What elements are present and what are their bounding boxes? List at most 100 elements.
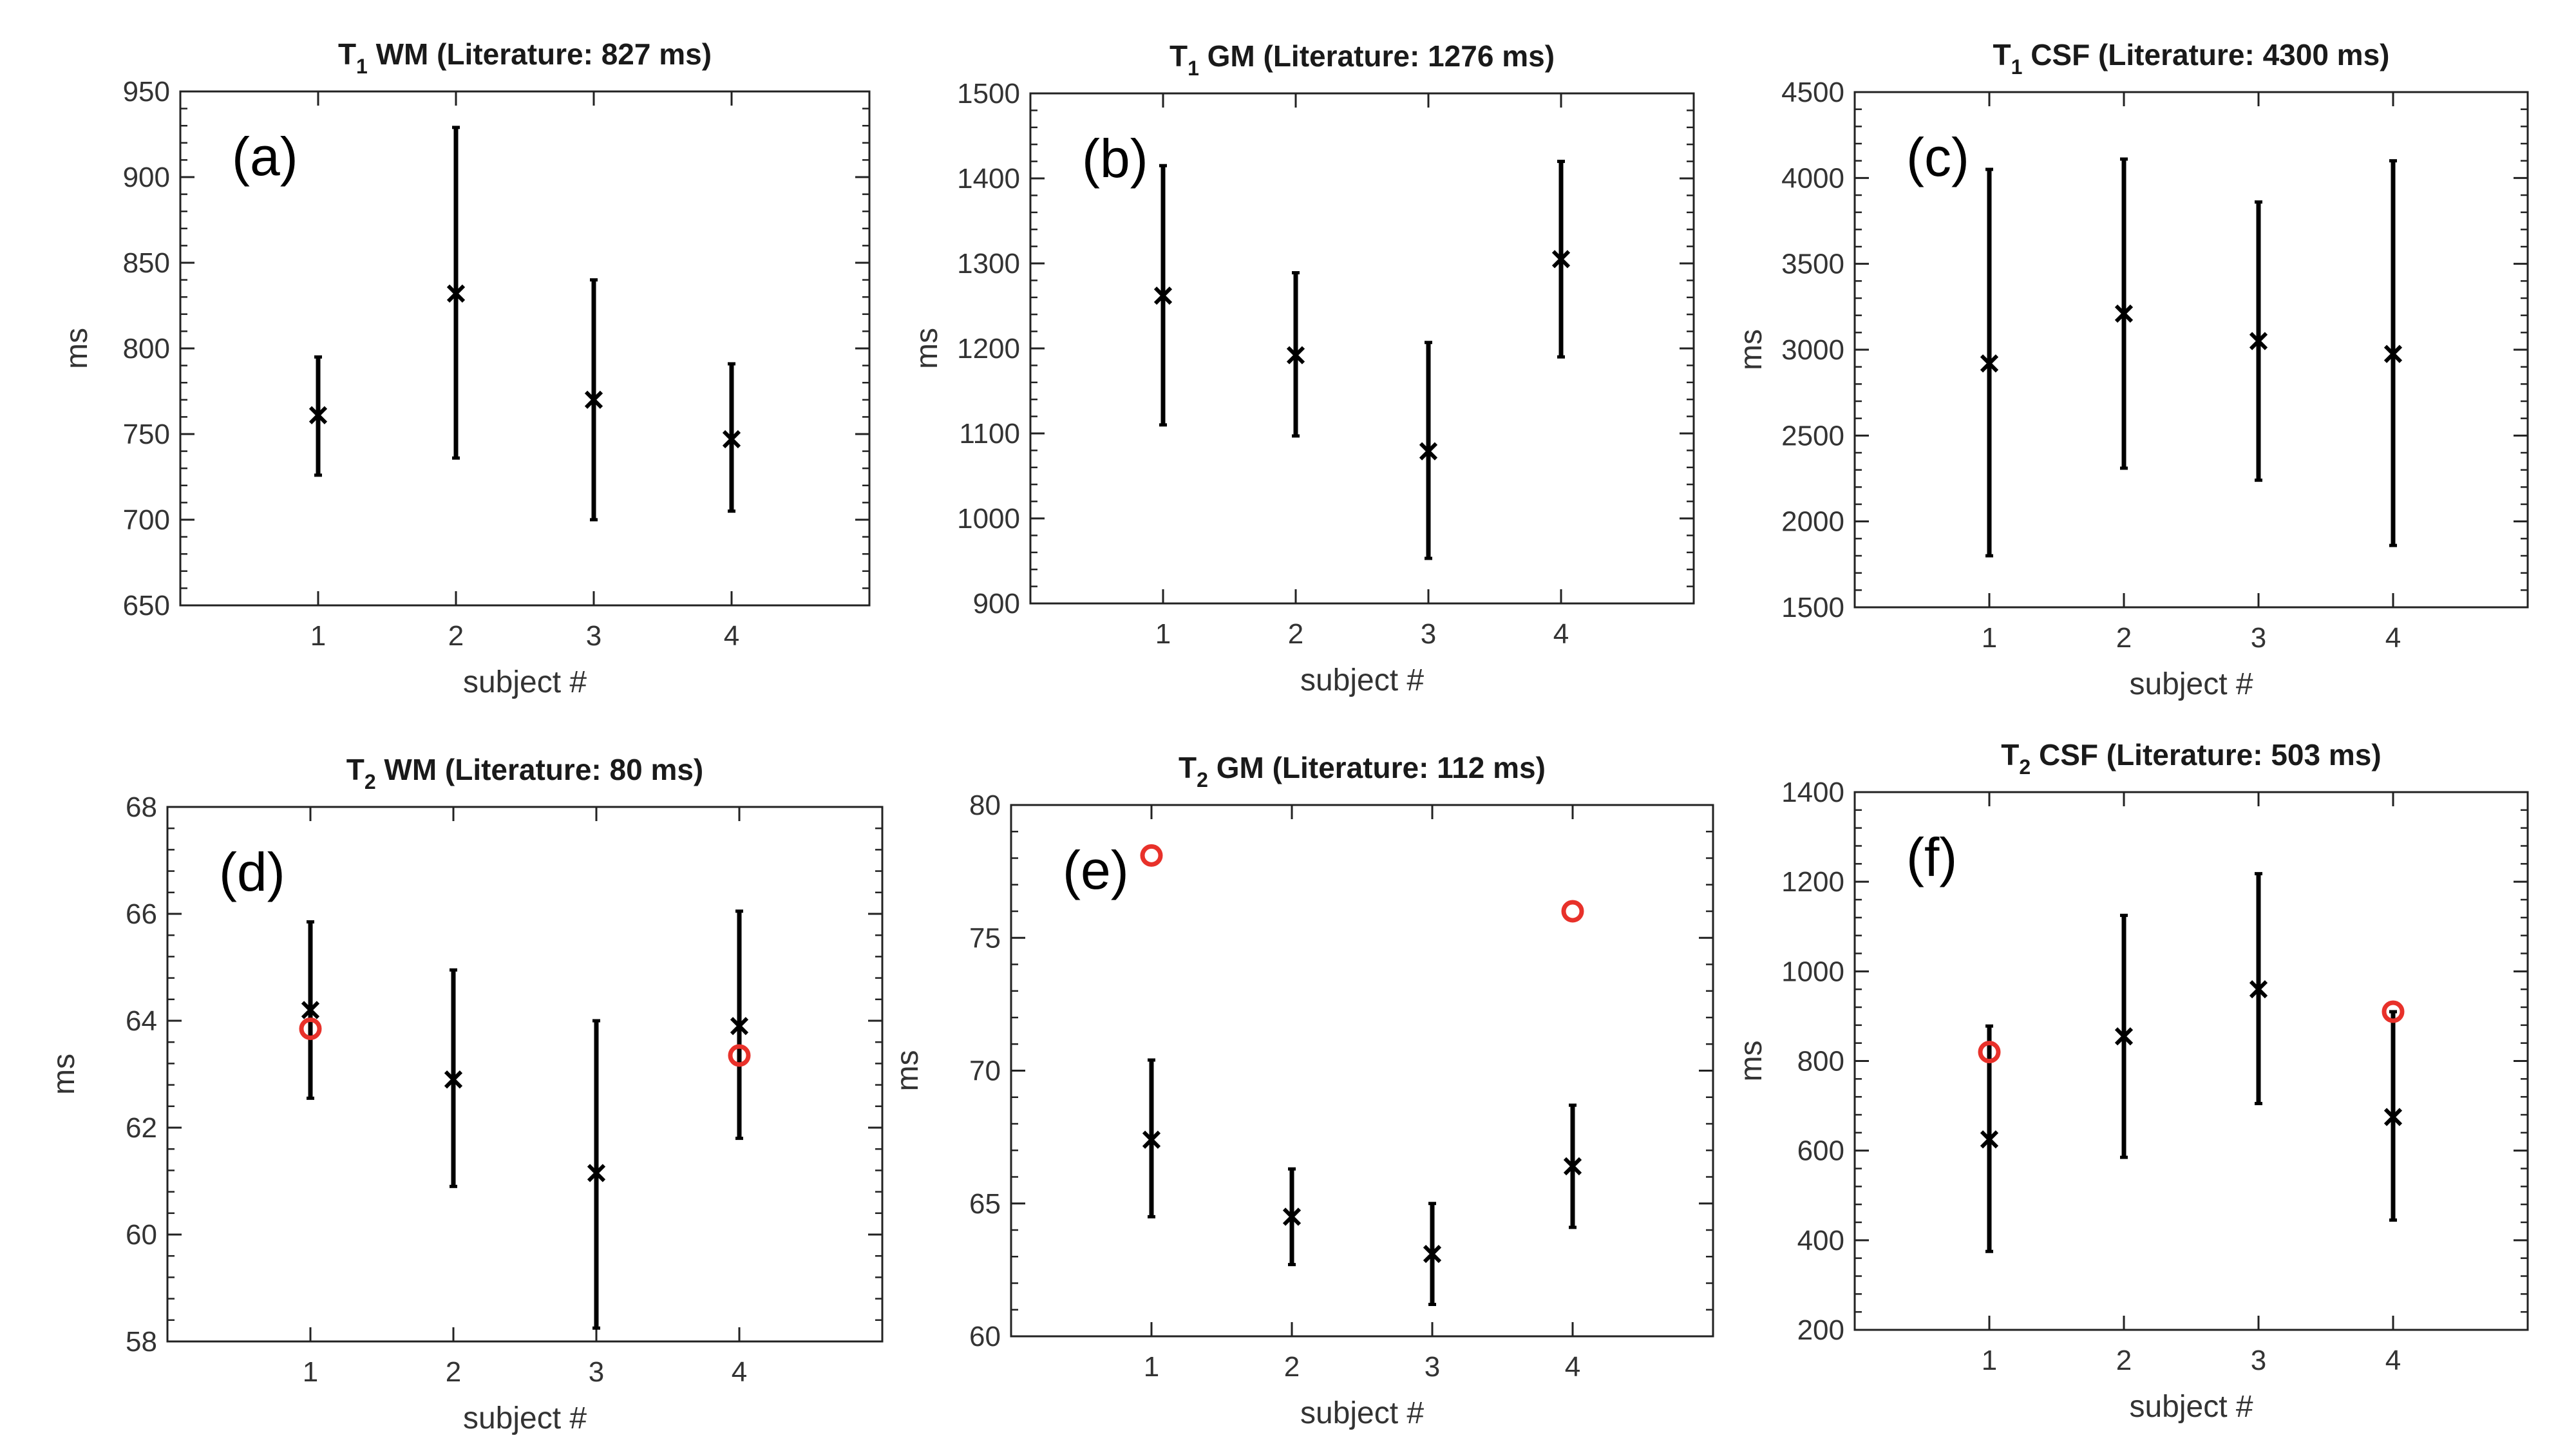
y-tick-label: 900 <box>123 162 170 193</box>
x-tick-label: 3 <box>2251 622 2266 654</box>
x-tick-label: 4 <box>732 1356 747 1388</box>
x-tick-label: 2 <box>2116 1345 2132 1376</box>
title-symbol: T <box>346 753 365 786</box>
x-axis-label: subject # <box>463 1401 587 1435</box>
panel-label: (c) <box>1906 127 1969 187</box>
chart-title: T1 CSF (Literature: 4300 ms) <box>1993 38 2390 79</box>
title-subscript: 1 <box>356 55 368 78</box>
y-axis-label: ms <box>1734 1041 1768 1082</box>
y-tick-label: 75 <box>969 922 1001 954</box>
y-tick-label: 66 <box>126 898 157 930</box>
x-tick-label: 2 <box>1288 618 1303 650</box>
y-tick-label: 1000 <box>957 503 1020 535</box>
axes-frame <box>166 806 884 1343</box>
chart-title: T2 GM (Literature: 112 ms) <box>1179 751 1546 791</box>
data-point-x <box>301 1001 320 1019</box>
x-tick-label: 4 <box>724 620 739 652</box>
y-tick-label: 2500 <box>1781 420 1844 451</box>
title-text: WM (Literature: 827 ms) <box>368 37 712 71</box>
data-point-x <box>2383 1108 2403 1126</box>
panel-label: (b) <box>1082 128 1148 189</box>
y-tick-label: 2000 <box>1781 506 1844 538</box>
title-subscript: 2 <box>365 770 376 793</box>
y-tick-label: 800 <box>123 333 170 365</box>
y-tick-label: 1200 <box>957 333 1020 365</box>
data-point-x <box>1153 287 1173 305</box>
panel-6: 200 400 600 800 1000 1200 1400 1 2 3 4 subject # ms T… <box>1734 738 2529 1424</box>
y-tick-label: 1400 <box>957 163 1020 194</box>
data-point-x <box>587 1164 606 1182</box>
y-tick-label: 900 <box>973 588 1020 620</box>
data-point-x <box>730 1017 749 1036</box>
y-tick-label: 64 <box>126 1005 157 1037</box>
reference-point <box>1140 844 1163 867</box>
y-tick-label: 62 <box>126 1112 157 1144</box>
reference-point <box>2382 1000 2405 1023</box>
x-tick-label: 3 <box>586 620 601 652</box>
chart-title: T1 GM (Literature: 1276 ms) <box>1170 39 1555 80</box>
y-tick-label: 600 <box>1797 1135 1844 1167</box>
title-subscript: 2 <box>2019 755 2031 779</box>
title-symbol: T <box>2001 738 2019 772</box>
data-point-x <box>444 1070 463 1089</box>
title-subscript: 1 <box>2011 55 2023 79</box>
x-axis-label: subject # <box>2129 1390 2253 1424</box>
y-tick-label: 200 <box>1797 1314 1844 1346</box>
title-symbol: T <box>338 37 356 71</box>
data-point-x <box>1423 1245 1442 1264</box>
chart-title: T1 WM (Literature: 827 ms) <box>338 37 712 78</box>
x-tick-label: 3 <box>1421 618 1436 650</box>
reference-point <box>1978 1041 2001 1064</box>
y-tick-label: 58 <box>126 1326 157 1358</box>
y-axis-label: ms <box>60 328 94 369</box>
data-point-x <box>1563 1157 1582 1176</box>
reference-point <box>728 1044 751 1067</box>
title-text: GM (Literature: 1276 ms) <box>1199 39 1555 73</box>
data-point-x <box>1142 1130 1161 1149</box>
x-tick-label: 1 <box>303 1356 318 1388</box>
x-tick-label: 3 <box>1425 1351 1440 1383</box>
data-point-x <box>2114 1027 2134 1046</box>
y-tick-label: 1300 <box>957 248 1020 279</box>
x-axis-label: subject # <box>1300 1396 1424 1430</box>
data-point-x <box>2383 345 2403 363</box>
x-tick-label: 3 <box>589 1356 604 1388</box>
y-tick-label: 700 <box>123 504 170 536</box>
panel-label: (e) <box>1063 840 1129 900</box>
y-tick-label: 4500 <box>1781 77 1844 108</box>
x-tick-label: 1 <box>1144 1351 1159 1383</box>
panel-2: 900 1000 1100 1200 1300 1400 1500 1 2 3 4 subject #… <box>910 39 1695 697</box>
data-point-x <box>1419 442 1438 460</box>
x-tick-label: 1 <box>1155 618 1171 650</box>
x-tick-label: 2 <box>448 620 464 652</box>
x-tick-label: 1 <box>310 620 326 652</box>
y-tick-label: 1500 <box>1781 592 1844 623</box>
y-axis-label: ms <box>47 1054 81 1095</box>
y-tick-label: 1100 <box>959 418 1020 450</box>
panel-3: 1500 2000 2500 3000 3500 4000 4500 1 2 3 4 subject … <box>1734 38 2529 701</box>
y-tick-label: 850 <box>123 247 170 279</box>
x-tick-label: 4 <box>2385 1345 2401 1376</box>
data-point-x <box>2249 332 2268 350</box>
y-tick-label: 80 <box>969 790 1001 821</box>
x-tick-label: 4 <box>2385 622 2401 654</box>
y-axis-label: ms <box>891 1050 925 1092</box>
title-symbol: T <box>1179 751 1197 784</box>
reference-point <box>1561 900 1584 923</box>
title-symbol: T <box>1170 39 1188 73</box>
x-tick-label: 1 <box>1982 1345 1997 1376</box>
y-axis-label: ms <box>910 328 944 369</box>
panel-label: (d) <box>219 842 285 902</box>
y-tick-label: 400 <box>1797 1225 1844 1256</box>
title-subscript: 1 <box>1188 57 1199 80</box>
title-subscript: 2 <box>1197 768 1208 791</box>
y-tick-label: 60 <box>969 1321 1001 1352</box>
x-tick-label: 4 <box>1553 618 1569 650</box>
y-tick-label: 68 <box>126 791 157 823</box>
data-point-x <box>1286 346 1305 365</box>
y-tick-label: 60 <box>126 1219 157 1251</box>
